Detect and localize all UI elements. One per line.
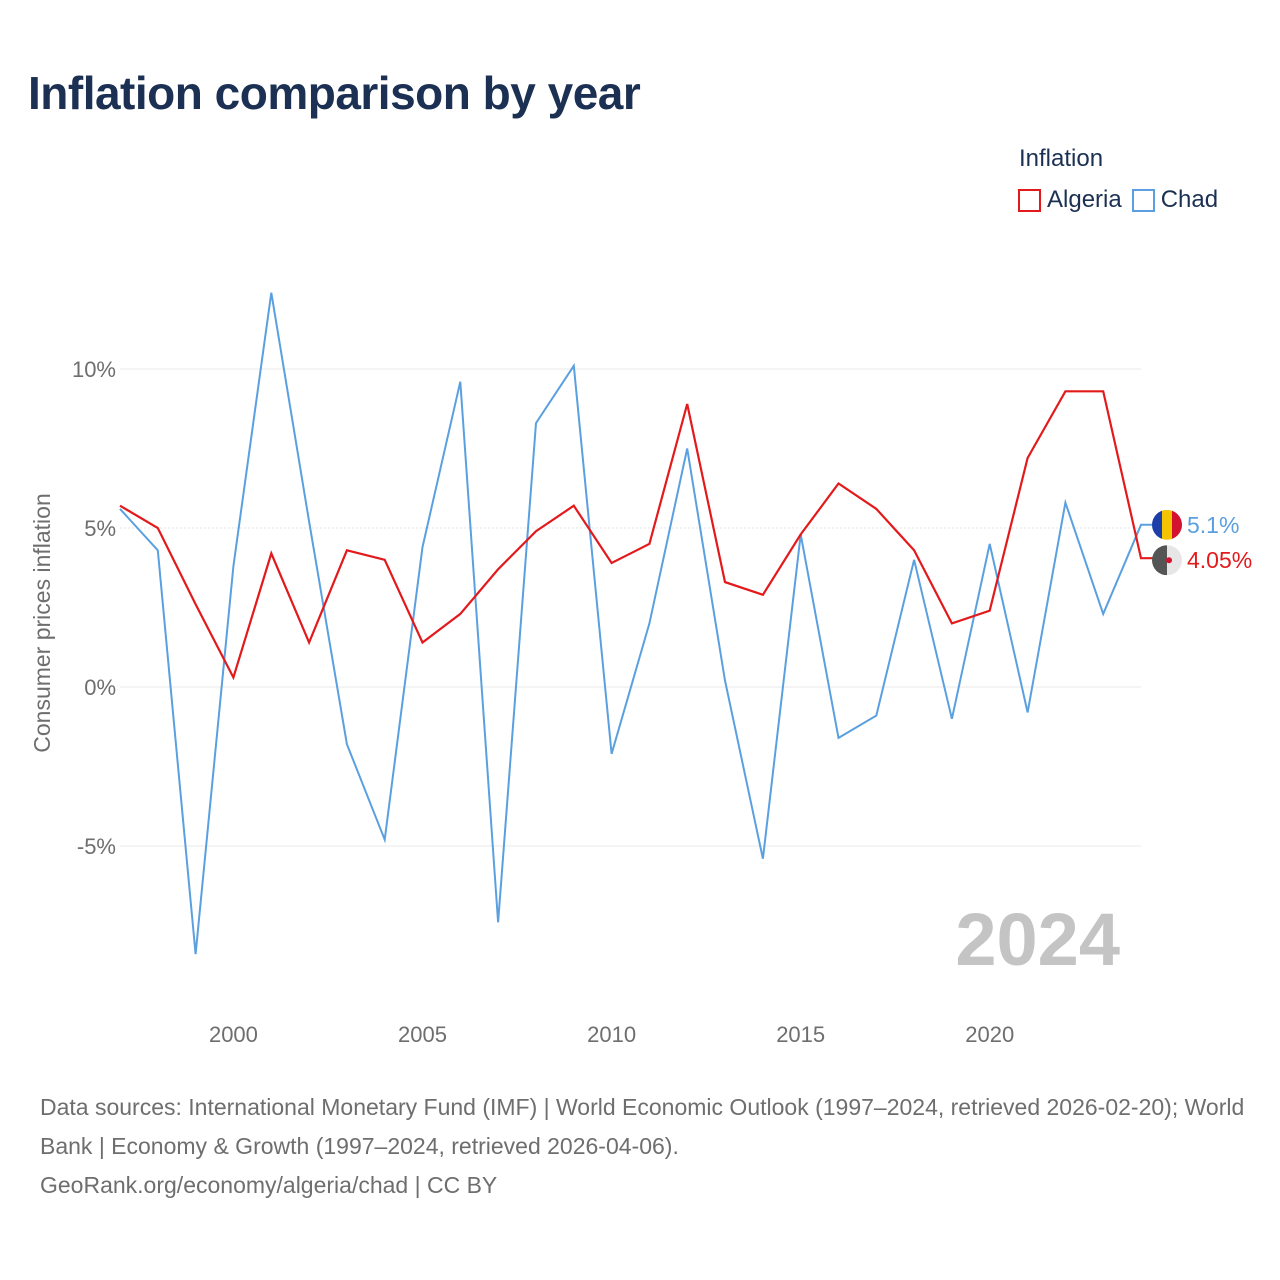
y-tick-label: 10% [72,357,116,382]
year-watermark: 2024 [955,898,1120,981]
x-tick-label: 2020 [965,1022,1014,1047]
y-tick-label: -5% [77,834,116,859]
legend-label-algeria: Algeria [1047,186,1122,213]
series-line-algeria [119,390,1155,681]
y-tick-label: 5% [84,516,116,541]
page-title: Inflation comparison by year [28,67,641,119]
end-label-algeria: 4.05% [1187,547,1252,573]
x-tick-label: 2015 [776,1022,825,1047]
y-axis-label: Consumer prices inflation [29,493,55,753]
legend-swatch-chad [1131,188,1155,212]
x-tick-label: 2000 [209,1022,258,1047]
legend-label-chad: Chad [1160,186,1219,213]
legend-item-chad[interactable]: Chad [1131,186,1219,214]
algeria-flag-icon [1152,545,1182,576]
x-tick-label: 2005 [398,1022,447,1047]
x-tick-label: 2010 [587,1022,636,1047]
legend: Algeria Chad [1018,186,1228,214]
end-label-chad: 5.1% [1187,512,1239,538]
legend-title: Inflation [1019,145,1104,172]
footer: Data sources: International Monetary Fun… [40,1088,1250,1205]
legend-swatch-algeria [1018,188,1041,212]
chad-flag-icon [1152,509,1182,540]
credit-link[interactable]: GeoRank.org/economy/algeria/chad | CC BY [40,1172,498,1198]
data-sources: Data sources: International Monetary Fun… [40,1094,1245,1159]
series-line-chad [119,292,1155,955]
y-tick-label: 0% [84,675,116,700]
legend-item-algeria[interactable]: Algeria [1018,186,1122,214]
line-chart: 2024 -5% 0% 5% 10% 2000 2005 2010 2015 2020 Consum… [29,292,1252,1047]
